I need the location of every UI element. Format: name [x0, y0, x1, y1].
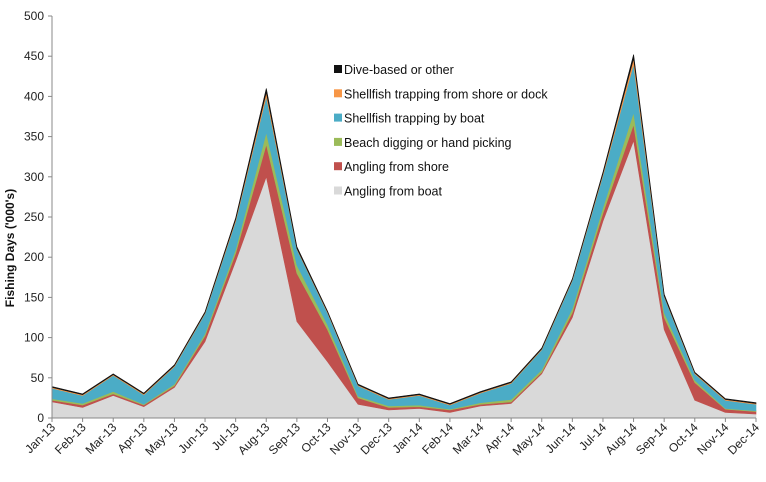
y-tick-label: 150: [24, 290, 44, 304]
legend-label: Angling from shore: [344, 160, 449, 174]
y-tick-label: 400: [24, 89, 44, 103]
x-tick-label: Mar-14: [450, 420, 487, 457]
legend: Dive-based or other Shellfish trapping fr…: [334, 63, 548, 199]
x-tick-label: Jun-13: [175, 420, 211, 456]
x-tick-label: Dec-14: [725, 420, 762, 457]
y-tick-label: 350: [24, 130, 44, 144]
area-series-0: [51, 139, 757, 419]
y-tick-labels: 0 50 100 150 200 250 300 350 400 450 500: [24, 9, 44, 425]
legend-swatch: [334, 65, 342, 73]
x-tick-label: Mar-13: [83, 420, 120, 457]
x-tick-label: Jan-14: [390, 420, 426, 456]
x-tick-label: Nov-13: [327, 420, 364, 457]
chart-areas: [51, 54, 757, 419]
legend-swatch: [334, 113, 342, 122]
y-tick-label: 250: [24, 210, 44, 224]
y-tick-label: 50: [31, 371, 45, 385]
x-tick-label: Sep-13: [266, 420, 303, 457]
x-tick-label: May-13: [142, 420, 180, 458]
x-tick-label: Feb-14: [419, 420, 456, 457]
x-tick-label: Dec-13: [358, 420, 395, 457]
y-tick-label: 300: [24, 170, 44, 184]
x-tick-label: Aug-14: [602, 420, 639, 457]
legend-label: Dive-based or other: [344, 63, 454, 77]
legend-swatch: [334, 186, 342, 195]
x-tick-label: Sep-14: [633, 420, 670, 457]
legend-label: Beach digging or hand picking: [344, 136, 512, 150]
y-tick-label: 0: [37, 411, 44, 425]
y-tick-label: 450: [24, 49, 44, 63]
legend-swatch: [334, 162, 342, 171]
y-axis-label: Fishing Days ('000's): [3, 189, 17, 307]
y-tick-label: 500: [24, 9, 44, 23]
y-tick-label: 100: [24, 331, 44, 345]
x-tick-label: Jan-13: [22, 420, 58, 456]
legend-label: Shellfish trapping by boat: [344, 112, 485, 126]
legend-label: Angling from boat: [344, 185, 443, 199]
y-tick-label: 200: [24, 250, 44, 264]
legend-swatch: [334, 89, 342, 98]
x-tick-label: Nov-14: [694, 420, 731, 457]
x-tick-label: Jun-14: [543, 420, 579, 456]
x-tick-label: Feb-13: [52, 420, 89, 457]
legend-label: Shellfish trapping from shore or dock: [344, 87, 548, 101]
area-series-5: [51, 54, 757, 405]
x-tick-labels: Jan-13Feb-13Mar-13Apr-13May-13Jun-13Jul-…: [22, 420, 762, 458]
legend-swatch: [334, 137, 342, 146]
x-tick-label: Aug-13: [235, 420, 272, 457]
x-tick-label: May-14: [510, 420, 548, 458]
chart-axes: [48, 15, 757, 422]
